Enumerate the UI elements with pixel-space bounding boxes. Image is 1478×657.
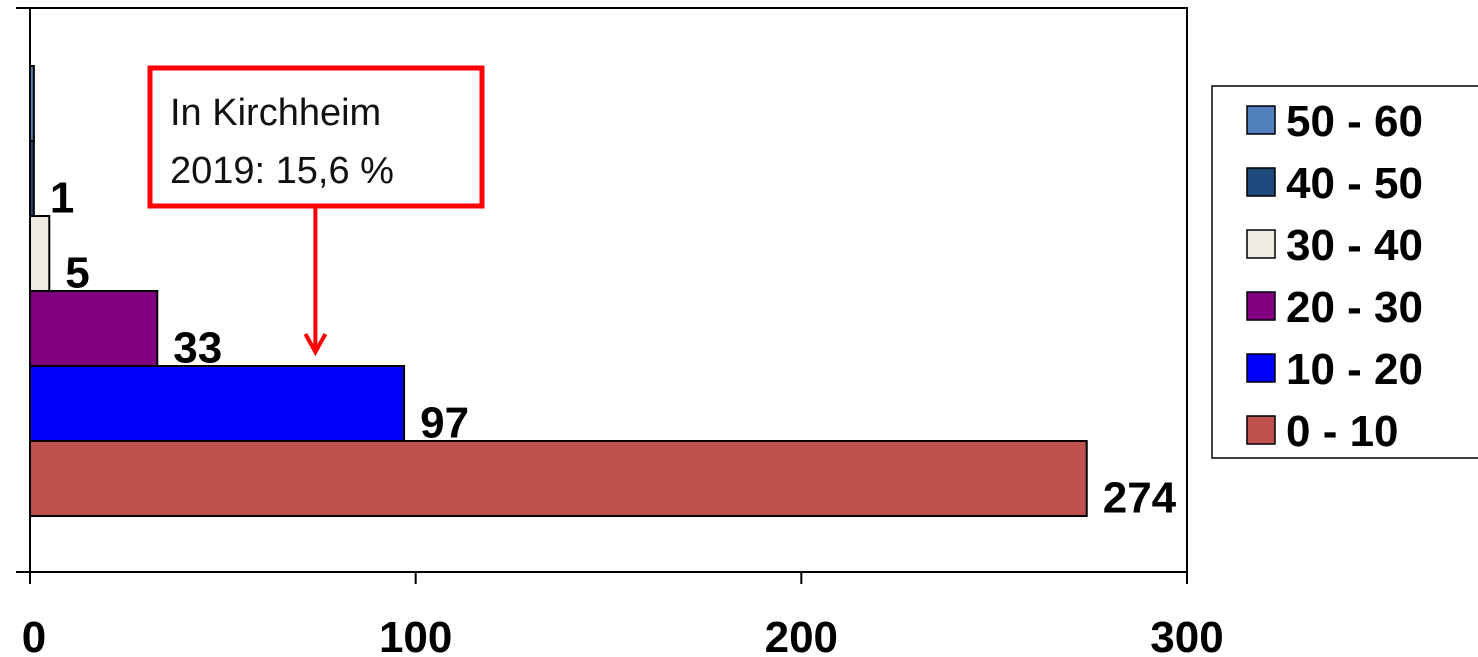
bars <box>29 65 1088 517</box>
legend-label: 50 - 60 <box>1286 97 1423 146</box>
legend-swatch <box>1246 291 1276 321</box>
x-axis: 0 100 200 300 <box>16 7 1224 657</box>
legend-box <box>1211 85 1478 459</box>
x-tick-label: 100 <box>379 613 452 657</box>
annotation-arrow-head <box>303 333 328 357</box>
bar-30-40 <box>29 215 51 292</box>
legend: 50 - 60 40 - 50 30 - 40 20 - 30 10 - 20 0 - 1… <box>1211 85 1478 459</box>
bar-10-20 <box>29 365 406 442</box>
legend-swatch <box>1246 167 1276 197</box>
data-label: 33 <box>173 324 222 373</box>
data-labels: 274 97 33 5 1 <box>50 174 1177 523</box>
annotation-text: In Kirchheim <box>170 92 381 134</box>
data-label: 1 <box>50 174 74 223</box>
legend-label: 30 - 40 <box>1286 221 1423 270</box>
bar-40-50 <box>29 140 35 217</box>
bar-20-30 <box>29 290 159 367</box>
annotation-text: 2019: 15,6 % <box>170 150 394 192</box>
legend-label: 40 - 50 <box>1286 159 1423 208</box>
legend-swatch <box>1246 415 1276 445</box>
bar-50-60 <box>29 65 35 142</box>
x-tick-label: 0 <box>22 613 46 657</box>
legend-swatch <box>1246 353 1276 383</box>
x-tick-label: 200 <box>765 613 838 657</box>
legend-swatch <box>1246 229 1276 259</box>
x-tick-label: 300 <box>1150 613 1223 657</box>
legend-label: 20 - 30 <box>1286 283 1423 332</box>
bar-0-10 <box>29 440 1088 517</box>
data-label: 274 <box>1103 474 1177 523</box>
legend-label: 0 - 10 <box>1286 407 1399 456</box>
annotation: In Kirchheim 2019: 15,6 % <box>147 65 485 357</box>
data-label: 5 <box>65 249 89 298</box>
annotation-box <box>147 65 485 209</box>
legend-swatch <box>1246 105 1276 135</box>
data-label: 97 <box>420 399 469 448</box>
legend-label: 10 - 20 <box>1286 345 1423 394</box>
